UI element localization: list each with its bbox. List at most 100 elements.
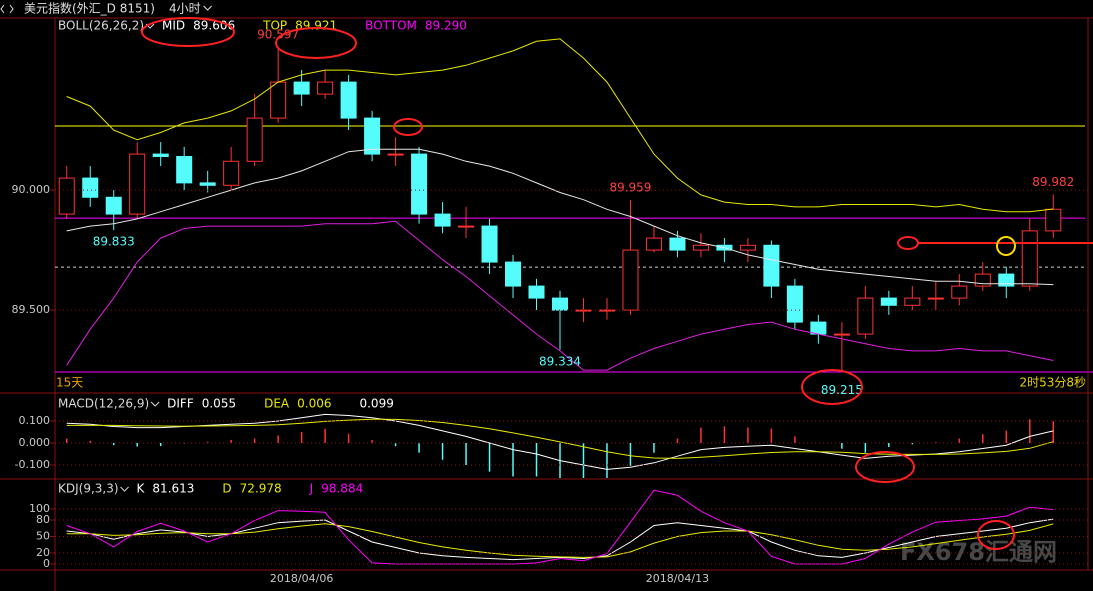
y-tick-label: 100 [29, 502, 50, 515]
candle-body [974, 273, 991, 287]
readout-value: 89.606 [193, 19, 235, 33]
candle-body [152, 153, 169, 157]
readout-name: DIFF [167, 397, 194, 411]
x-tick-label: 2018/04/13 [646, 572, 709, 585]
countdown: 2时53分8秒 [1019, 376, 1086, 390]
dropdown-icon [150, 401, 160, 407]
candle-body [998, 273, 1015, 287]
candle-body [1021, 230, 1038, 287]
price-annotation: 90.597 [257, 27, 299, 41]
candle-body [176, 155, 193, 184]
readout-value: 98.884 [321, 482, 363, 496]
price-annotation: 89.959 [609, 180, 651, 194]
candle-body [810, 321, 827, 335]
highlight-ellipse [275, 27, 357, 59]
indicator-line [66, 220, 1054, 371]
indicator-line [66, 38, 1054, 213]
highlight-ellipse [393, 118, 423, 136]
panel [66, 489, 1054, 565]
candle-body [763, 244, 780, 287]
price-annotation: 89.833 [93, 235, 135, 249]
y-tick-label: 50 [36, 529, 50, 542]
dropdown-icon [120, 486, 129, 492]
candle-body [857, 297, 874, 335]
candle-body [387, 153, 404, 156]
candle-body [58, 177, 75, 215]
candle-body [105, 196, 122, 215]
candle-body [786, 285, 803, 323]
candle-body [293, 81, 310, 95]
panel [65, 413, 1055, 478]
readout-value: 0.055 [202, 397, 236, 411]
chart-title: 美元指数(外汇_D 8151) [24, 1, 155, 16]
y-tick-label: 89.500 [12, 303, 51, 316]
candle-body [598, 309, 615, 312]
candle-body [904, 297, 921, 306]
y-tick-label: 90.000 [12, 183, 51, 196]
indicator-name[interactable]: MACD(12,26,9) [58, 397, 149, 411]
period-selector[interactable]: 4小时 [169, 2, 201, 16]
candle-body [528, 285, 545, 299]
readout-value: 89.290 [425, 19, 467, 33]
nav-icon [0, 4, 14, 14]
highlight-ellipse [141, 17, 235, 47]
readout-name: D [222, 482, 231, 496]
candle-body [434, 213, 451, 227]
candle-body [458, 225, 475, 228]
annotation-marks [141, 17, 1093, 550]
candle-body [692, 244, 709, 251]
dropdown-icon [203, 5, 212, 11]
candle-body [551, 297, 569, 311]
candle-body [82, 177, 99, 198]
candle-body [739, 244, 756, 251]
readout-value: 0.099 [359, 397, 393, 411]
candle-body [645, 237, 662, 251]
candle-body [951, 285, 968, 299]
highlight-ellipse [977, 520, 1015, 550]
readout-name: DEA [264, 397, 290, 411]
readout-name: BOTTOM [365, 19, 417, 33]
readout-value: 89.921 [295, 19, 337, 33]
candle-body [246, 117, 263, 162]
candle-body [364, 117, 381, 155]
y-tick-label: 0.000 [19, 436, 51, 449]
indicator-name[interactable]: KDJ(9,3,3) [58, 482, 119, 496]
indicator-line [66, 413, 1054, 470]
candle-body [223, 160, 240, 186]
readout-value: 0.006 [297, 397, 331, 411]
candle-body [340, 81, 357, 119]
readout-value: 81.613 [152, 482, 194, 496]
candle-body [317, 81, 334, 95]
price-annotation: 89.215 [821, 383, 863, 397]
y-tick-label: 20 [36, 546, 50, 559]
price-annotation: 89.982 [1032, 175, 1074, 189]
candle-body [880, 297, 897, 306]
y-tick-label: 0 [43, 557, 50, 570]
readout-name: MID [162, 19, 185, 33]
x-tick-label: 2018/04/06 [270, 572, 333, 585]
candle-body [1045, 208, 1062, 232]
candle-body [481, 225, 498, 263]
indicator-line [66, 489, 1054, 565]
highlight-ellipse [801, 369, 863, 405]
indicator-line [66, 418, 1054, 459]
candle-body [129, 153, 146, 215]
readout-name: TOP [262, 19, 287, 33]
price-annotation: 89.334 [539, 354, 581, 368]
readout-value: 72.978 [240, 482, 282, 496]
candle-body [270, 81, 287, 119]
indicator-name[interactable]: BOLL(26,26,2) [58, 19, 144, 33]
candle-body [927, 297, 944, 300]
candle-body [199, 182, 216, 186]
readout-name: K [137, 482, 146, 496]
y-tick-label: -0.100 [15, 458, 50, 471]
watermark: FX678汇通网 [900, 538, 1057, 566]
y-tick-label: 0.100 [19, 414, 51, 427]
candle-body [505, 261, 522, 287]
highlight-ellipse [855, 451, 915, 483]
footer-left: 15天 [56, 376, 83, 390]
y-tick-label: 80 [36, 513, 50, 526]
